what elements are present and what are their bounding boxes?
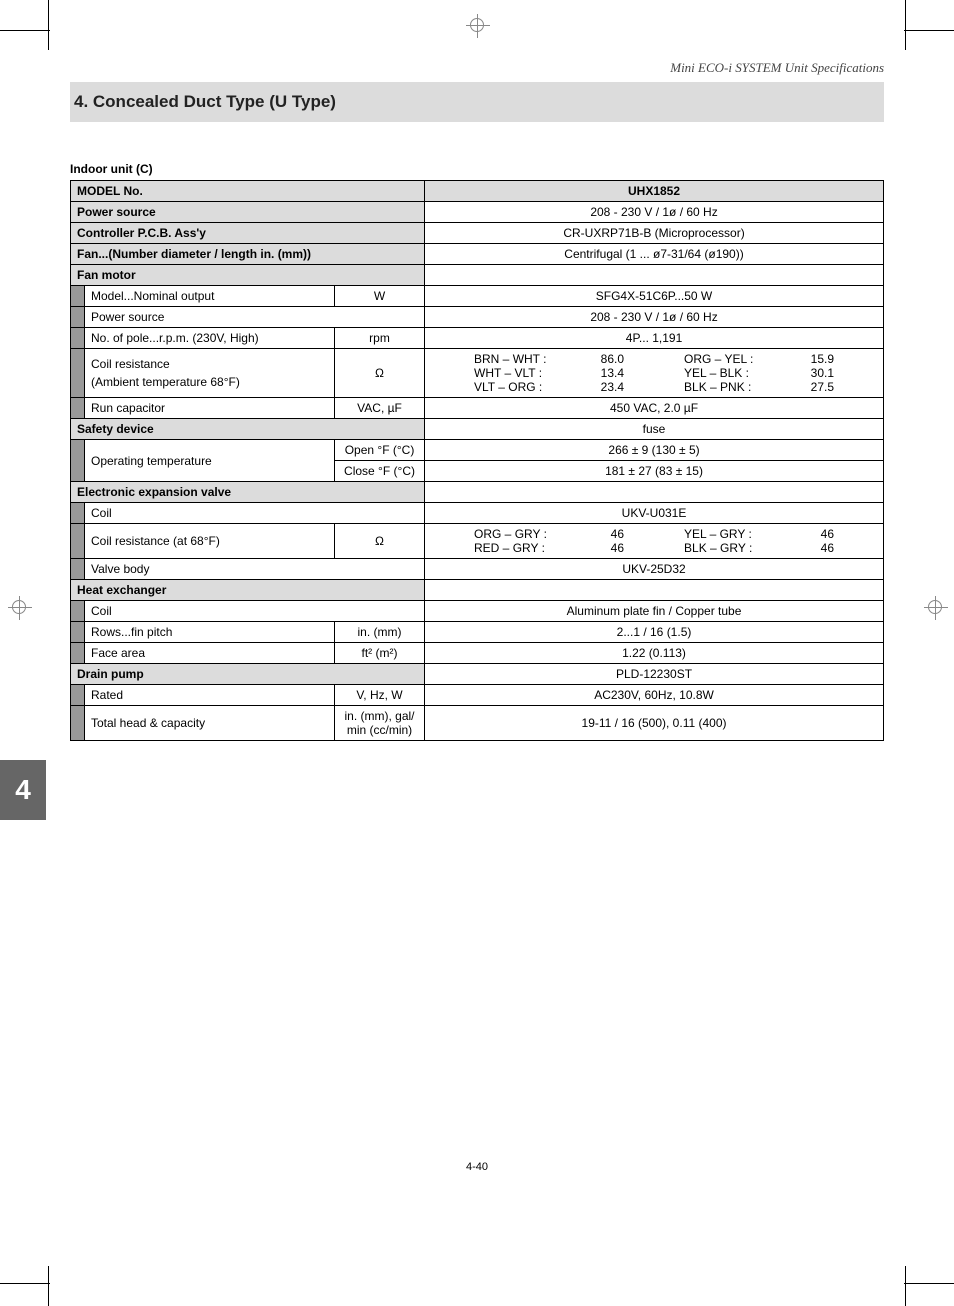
page-number: 4-40 (70, 1161, 884, 1173)
controller-value: CR-UXRP71B-B (Microprocessor) (425, 223, 884, 244)
dp-head-label: Total head & capacity (85, 706, 335, 741)
model-value: UHX1852 (425, 181, 884, 202)
hx-coil-label: Coil (85, 601, 425, 622)
hx-face-unit: ft² (m²) (335, 643, 425, 664)
fm-runcap-label: Run capacitor (85, 398, 335, 419)
power-source-value: 208 - 230 V / 1ø / 60 Hz (425, 202, 884, 223)
eev-valve-value: UKV-25D32 (425, 559, 884, 580)
fm-pole-unit: rpm (335, 328, 425, 349)
doc-header: Mini ECO-i SYSTEM Unit Specifications (70, 60, 884, 76)
dp-header: Drain pump (71, 664, 425, 685)
hx-coil-value: Aluminum plate fin / Copper tube (425, 601, 884, 622)
hx-rows-label: Rows...fin pitch (85, 622, 335, 643)
safety-header: Safety device (71, 419, 425, 440)
fm-coil-unit: Ω (335, 349, 425, 398)
eev-coil-label: Coil (85, 503, 425, 524)
fan-motor-header: Fan motor (71, 265, 425, 286)
eev-res-values: ORG – GRY :46 RED – GRY :46 YEL – GRY :4… (431, 527, 877, 555)
dp-rated-value: AC230V, 60Hz, 10.8W (425, 685, 884, 706)
fm-coil-label2: (Ambient temperature 68°F) (91, 373, 328, 391)
eev-res-unit: Ω (335, 524, 425, 559)
eev-coil-value: UKV-U031E (425, 503, 884, 524)
fm-power-label: Power source (85, 307, 425, 328)
dp-head-unit2: min (cc/min) (341, 723, 418, 737)
dp-value: PLD-12230ST (425, 664, 884, 685)
eev-res-label: Coil resistance (at 68°F) (85, 524, 335, 559)
fm-model-unit: W (335, 286, 425, 307)
power-source-label: Power source (71, 202, 425, 223)
optemp-close-unit: Close °F (°C) (335, 461, 425, 482)
fm-pole-value: 4P... 1,191 (425, 328, 884, 349)
section-title-bar: 4. Concealed Duct Type (U Type) (70, 82, 884, 122)
fan-value: Centrifugal (1 ... ø7-31/64 (ø190)) (425, 244, 884, 265)
dp-head-unit1: in. (mm), gal/ (341, 709, 418, 723)
model-label: MODEL No. (71, 181, 425, 202)
eev-valve-label: Valve body (85, 559, 425, 580)
optemp-label: Operating temperature (85, 440, 335, 482)
fm-runcap-unit: VAC, µF (335, 398, 425, 419)
fm-coil-values: BRN – WHT :86.0 WHT – VLT :13.4 VLT – OR… (431, 352, 877, 394)
safety-value: fuse (425, 419, 884, 440)
hx-face-label: Face area (85, 643, 335, 664)
controller-label: Controller P.C.B. Ass'y (71, 223, 425, 244)
dp-rated-label: Rated (85, 685, 335, 706)
hx-face-value: 1.22 (0.113) (425, 643, 884, 664)
hx-rows-value: 2...1 / 16 (1.5) (425, 622, 884, 643)
eev-header: Electronic expansion valve (71, 482, 425, 503)
fan-label: Fan...(Number diameter / length in. (mm)… (71, 244, 425, 265)
table-caption: Indoor unit (C) (70, 162, 884, 176)
dp-head-value: 19-11 / 16 (500), 0.11 (400) (425, 706, 884, 741)
dp-rated-unit: V, Hz, W (335, 685, 425, 706)
fm-power-value: 208 - 230 V / 1ø / 60 Hz (425, 307, 884, 328)
optemp-close-value: 181 ± 27 (83 ± 15) (425, 461, 884, 482)
spec-table: MODEL No. UHX1852 Power source 208 - 230… (70, 180, 884, 741)
optemp-open-unit: Open °F (°C) (335, 440, 425, 461)
fm-pole-label: No. of pole...r.p.m. (230V, High) (85, 328, 335, 349)
section-title: 4. Concealed Duct Type (U Type) (74, 92, 876, 112)
fm-runcap-value: 450 VAC, 2.0 µF (425, 398, 884, 419)
fm-model-label: Model...Nominal output (85, 286, 335, 307)
hx-rows-unit: in. (mm) (335, 622, 425, 643)
fm-model-value: SFG4X-51C6P...50 W (425, 286, 884, 307)
hx-header: Heat exchanger (71, 580, 425, 601)
optemp-open-value: 266 ± 9 (130 ± 5) (425, 440, 884, 461)
fm-coil-label1: Coil resistance (91, 355, 328, 373)
